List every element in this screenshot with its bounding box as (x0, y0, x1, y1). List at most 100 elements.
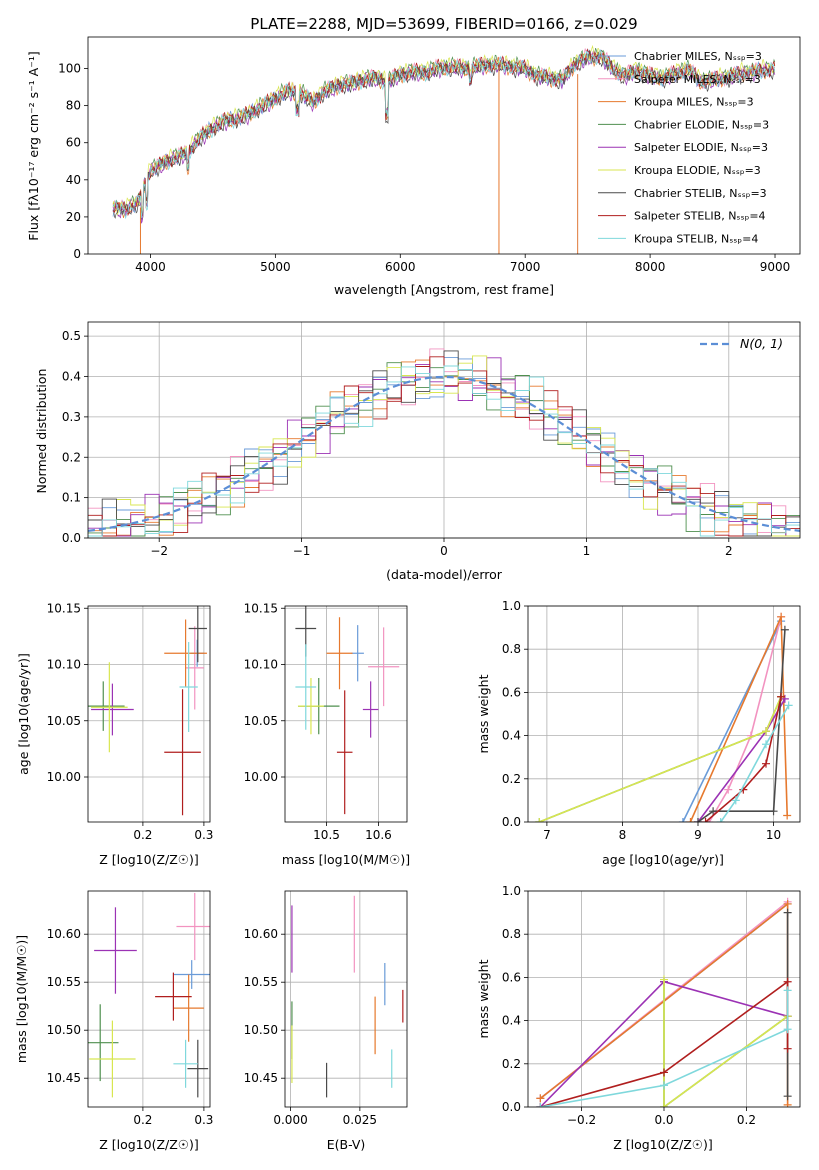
residuals-xtick-label-4: 2 (725, 544, 733, 558)
massZ-xlabel: Z [log10(Z/Z☉)] (99, 1137, 199, 1152)
spectrum-ytick-label-0: 0 (73, 247, 81, 261)
spectrum-plot (112, 44, 776, 254)
residuals-ytick-label-2: 0.2 (62, 450, 81, 464)
mwZ-marker-6-1 (783, 908, 792, 917)
spectrum-title: PLATE=2288, MJD=53699, FIBERID=0166, z=0… (250, 15, 637, 33)
mwAge-series-6 (697, 629, 786, 822)
ageZ-ytick-label-2: 10.10 (47, 658, 81, 672)
residuals-ylabel: Normed distribution (34, 369, 49, 494)
ageZ-frame (87, 605, 211, 823)
mwZ-marker-8-3 (783, 986, 792, 995)
mwAge-marker-5-0 (535, 818, 544, 822)
residuals-xtick-label-3: 1 (583, 544, 591, 558)
mwZ-series-5 (663, 979, 789, 1107)
massEBV-xtick-label-0: 0.000 (273, 1113, 307, 1127)
spectrum-legend-label-5: Kroupa ELODIE, Nₛₛₚ=3 (634, 164, 761, 177)
massEBV-axes: 0.000 0.025 10.45 10.50 10.55 10.60 (244, 891, 407, 1127)
spectrum-legend-label-6: Chabrier STELIB, Nₛₛₚ=3 (634, 187, 767, 200)
mwZ-series-3 (663, 981, 789, 1107)
spectrum-xtick-label-0: 4000 (135, 260, 166, 274)
mwAge-marker-2-2 (783, 811, 792, 820)
residuals-xlabel: (data-model)/error (386, 567, 503, 582)
spectrum-legend-label-1: Salpeter MILES, Nₛₛₚ=3 (634, 73, 761, 86)
mwAge-marker-6-3 (780, 625, 789, 634)
ageMass-xtick-label-1: 10.6 (365, 828, 392, 842)
mwAge-plot (535, 612, 793, 822)
spectrum-axes: 4000 5000 6000 7000 8000 9000 0 20 40 60 80 100 (58, 62, 790, 274)
mwZ-xlabel: Z [log10(Z/Z☉)] (613, 1137, 713, 1152)
mwZ-marker-5-0 (660, 975, 668, 984)
mwAge-ylabel: mass weight (476, 674, 491, 753)
mwAge-frame (527, 605, 801, 823)
spectrum-ytick-label-5: 100 (58, 62, 81, 76)
mwZ-marker-2-1 (783, 899, 792, 908)
mwAge-ytick-label-2: 0.4 (502, 729, 521, 743)
ageMass-frame (284, 605, 408, 823)
mwAge-marker-7-0 (701, 818, 710, 822)
mwAge-series-8 (720, 704, 790, 822)
mwAge-marker-6-0 (694, 818, 702, 822)
massZ-frame (87, 890, 211, 1108)
mwZ-xtick-label-1: 0.0 (654, 1113, 673, 1127)
mwZ-series-8 (540, 990, 789, 1107)
ageMass-xlabel: mass [log10(M/M☉)] (282, 852, 410, 867)
mwAge-ytick-label-5: 1.0 (502, 599, 521, 613)
mwZ-plot (536, 897, 792, 1107)
residuals-frame (87, 321, 801, 539)
massZ-ytick-label-0: 10.45 (47, 1071, 81, 1085)
residuals-legend-label: N(0, 1) (740, 336, 783, 351)
ageZ-ytick-label-1: 10.05 (47, 714, 81, 728)
spectrum-ytick-label-1: 20 (66, 210, 81, 224)
mwAge-marker-4-2 (780, 694, 789, 703)
residuals-ytick-label-4: 0.4 (62, 370, 81, 384)
massEBV-ytick-label-1: 10.50 (244, 1023, 278, 1037)
mwAge-marker-8-1 (731, 796, 740, 805)
mwAge-ytick-label-0: 0.0 (502, 815, 521, 829)
mwZ-marker-6-0 (783, 1092, 792, 1101)
ageMass-axes: 10.5 10.6 10.00 10.05 10.10 10.15 (244, 601, 407, 842)
spectrum-series-6 (112, 49, 775, 219)
mwZ-xtick-label-0: −0.2 (567, 1113, 596, 1127)
spectrum-xtick-label-5: 9000 (760, 260, 791, 274)
mwAge-marker-1-1 (724, 785, 733, 794)
massEBV-ytick-label-3: 10.60 (244, 927, 278, 941)
spectrum-legend-label-0: Chabrier MILES, Nₛₛₚ=3 (634, 50, 762, 63)
ageMass-xtick-label-0: 10.5 (313, 828, 340, 842)
mwZ-axes: −0.2 0.0 0.2 0.0 0.2 0.4 0.6 0.8 1.0 (502, 884, 800, 1127)
mwZ-xtick-label-2: 0.2 (737, 1113, 756, 1127)
spectrum-ylabel: Flux [fλ10⁻¹⁷ erg cm⁻² s⁻¹ A⁻¹] (26, 51, 41, 240)
mwZ-ytick-label-5: 1.0 (502, 884, 521, 898)
massZ-ytick-label-1: 10.50 (47, 1023, 81, 1037)
mwZ-ylabel: mass weight (476, 959, 491, 1038)
massZ-plot (88, 892, 210, 1098)
spectrum-xlabel: wavelength [Angstrom, rest frame] (334, 282, 554, 297)
residuals-ytick-label-0: 0.0 (62, 531, 81, 545)
mwZ-marker-7-3 (783, 1044, 792, 1053)
spectrum-series-5 (112, 44, 776, 216)
mwZ-ytick-label-2: 0.4 (502, 1014, 521, 1028)
mwZ-marker-8-1 (660, 1081, 668, 1090)
spectrum-xtick-label-4: 8000 (635, 260, 666, 274)
mwZ-marker-8-2 (783, 1025, 792, 1034)
mwAge-xtick-label-1: 8 (619, 828, 627, 842)
residuals-xtick-label-2: 0 (440, 544, 448, 558)
mwAge-series-1 (708, 616, 782, 822)
mwAge-xtick-label-0: 7 (543, 828, 551, 842)
mwAge-ytick-label-4: 0.8 (502, 642, 521, 656)
mwZ-ytick-label-3: 0.6 (502, 970, 521, 984)
spectrum-legend-label-3: Chabrier ELODIE, Nₛₛₚ=3 (634, 118, 769, 131)
ageZ-ytick-label-0: 10.00 (47, 770, 81, 784)
residuals-hist-8 (88, 365, 800, 537)
mwAge-marker-5-1 (762, 727, 770, 736)
mwAge-series-7 (705, 696, 782, 822)
mwZ-marker-5-1 (660, 1103, 668, 1107)
ageZ-xtick-label-0: 0.2 (133, 828, 152, 842)
massEBV-ytick-label-0: 10.45 (244, 1071, 278, 1085)
massEBV-plot (291, 895, 404, 1098)
massZ-ytick-label-3: 10.60 (47, 927, 81, 941)
ageZ-ylabel: age [log10(age/yr)] (16, 653, 31, 775)
mwZ-ytick-label-1: 0.2 (502, 1057, 521, 1071)
spectrum-xtick-label-3: 7000 (510, 260, 541, 274)
residuals-normal-curve (88, 375, 800, 532)
